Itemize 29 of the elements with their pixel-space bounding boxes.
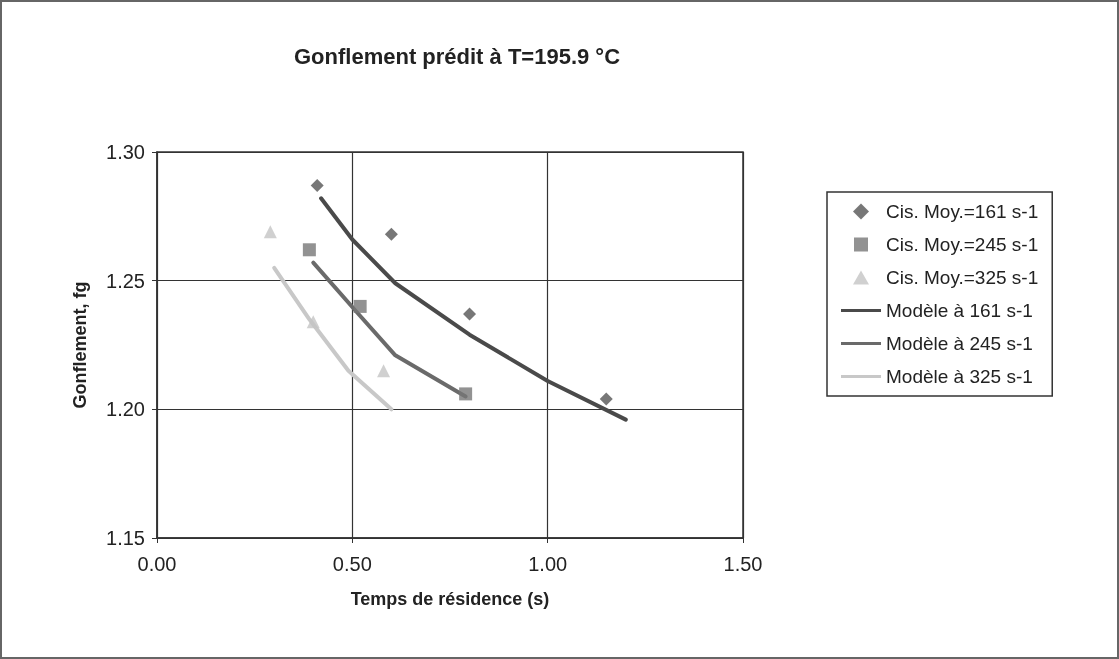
y-tick-label: 1.15 xyxy=(106,527,145,549)
y-tick-label: 1.20 xyxy=(106,398,145,421)
chart-title: Gonflement prédit à T=195.9 °C xyxy=(293,43,621,69)
x-axis-title: Temps de résidence (s) xyxy=(350,589,550,609)
x-tick-label: 0.50 xyxy=(332,553,372,575)
point xyxy=(263,225,277,239)
point xyxy=(353,299,367,313)
point xyxy=(599,392,613,406)
legend-label: Cis. Moy.=245 s-1 xyxy=(886,234,1039,255)
x-tick-label: 0.00 xyxy=(137,553,177,575)
point xyxy=(463,307,477,321)
point xyxy=(384,227,398,241)
point xyxy=(377,364,391,378)
point xyxy=(459,387,473,401)
y-axis-title: Gonflement, fg xyxy=(70,281,90,409)
legend-label: Cis. Moy.=161 s-1 xyxy=(886,201,1039,222)
line-series xyxy=(272,265,394,412)
y-tick-label: 1.25 xyxy=(106,269,145,292)
line-series xyxy=(319,196,628,422)
x-tick-label: 1.00 xyxy=(528,553,568,575)
point xyxy=(310,178,324,192)
legend-label: Modèle à 161 s-1 xyxy=(886,300,1033,321)
point xyxy=(302,243,316,257)
legend-label: Modèle à 325 s-1 xyxy=(886,366,1033,387)
y-tick-label: 1.30 xyxy=(106,141,145,163)
legend-label: Modèle à 245 s-1 xyxy=(886,333,1033,354)
x-tick-label: 1.50 xyxy=(723,553,763,575)
point xyxy=(306,315,320,329)
legend-label: Cis. Moy.=325 s-1 xyxy=(886,267,1039,288)
